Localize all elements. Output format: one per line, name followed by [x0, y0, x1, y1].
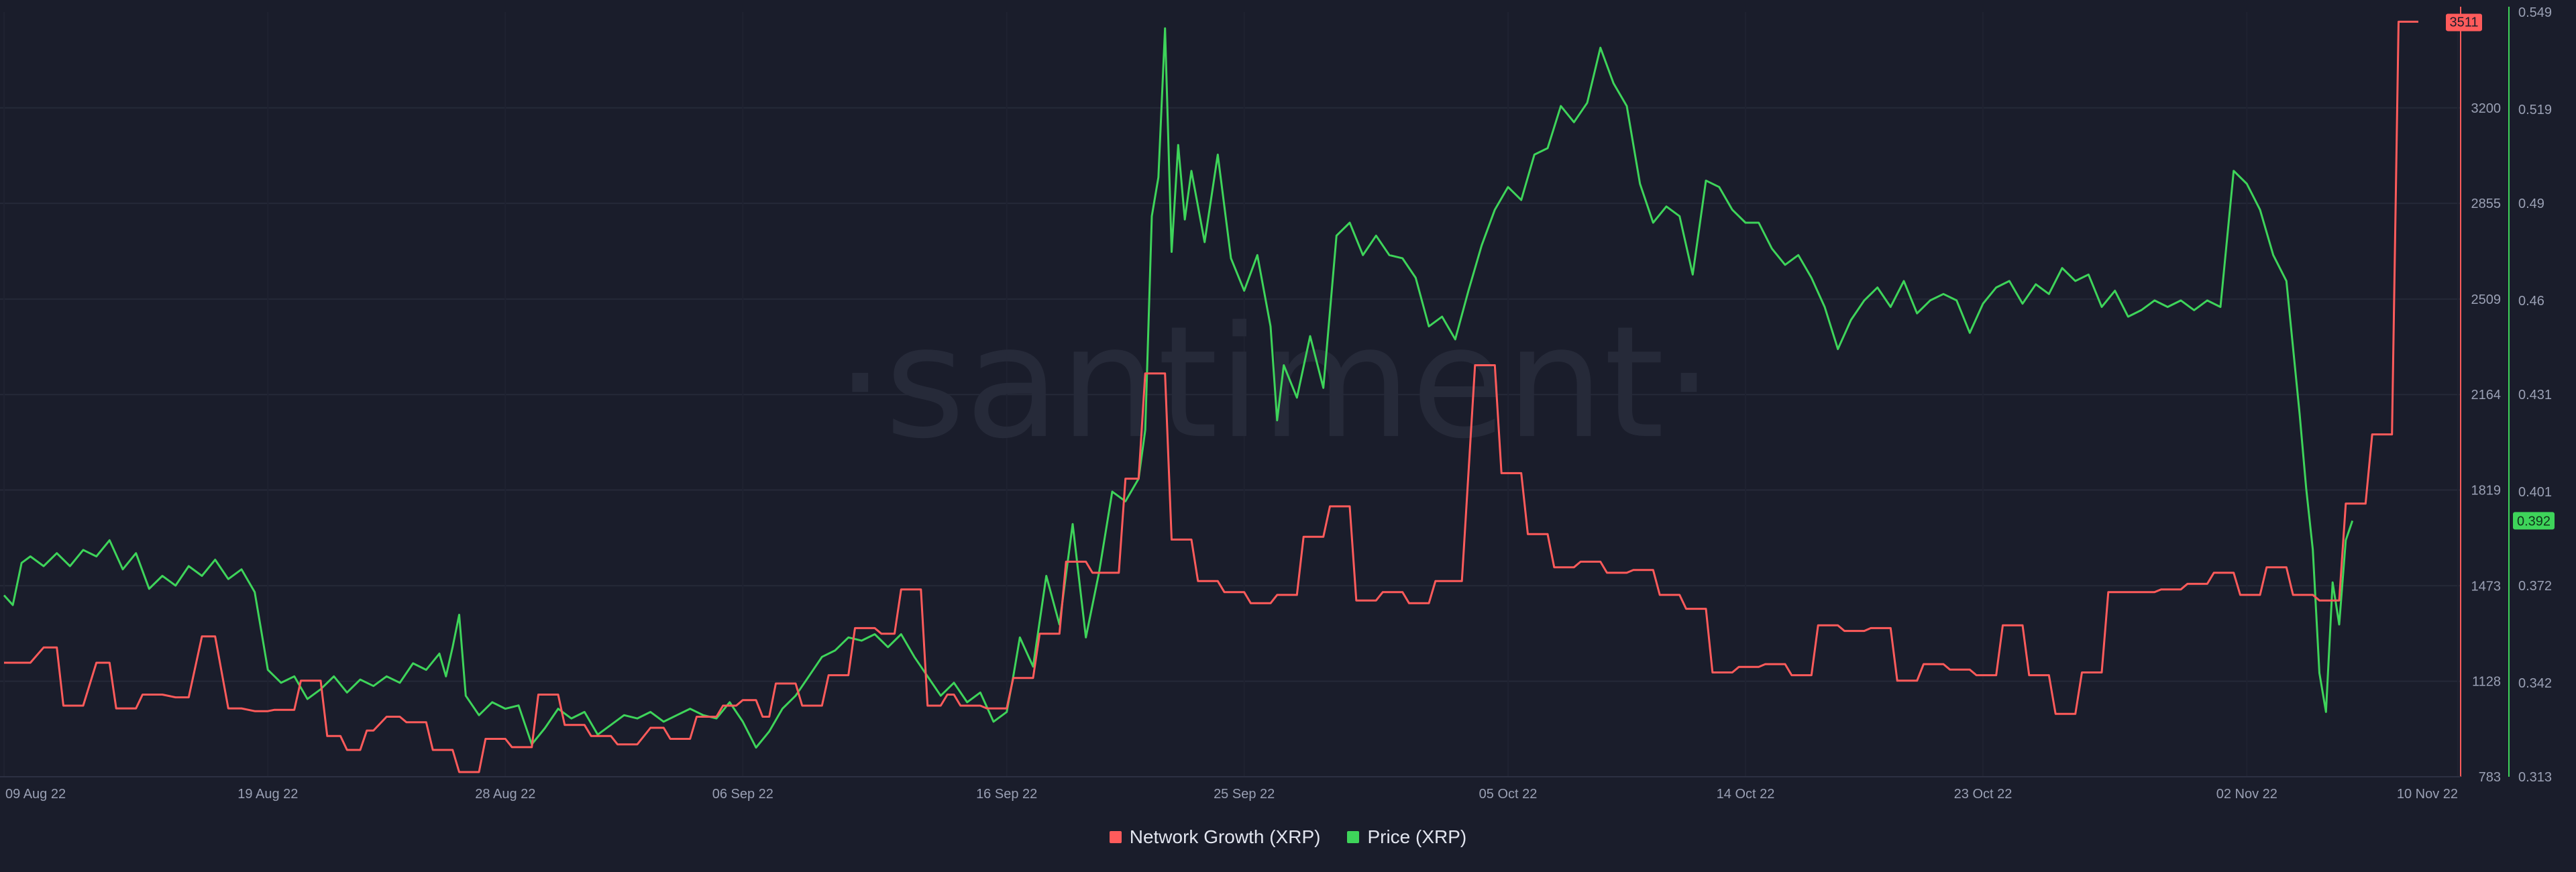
network-growth-current-value: 3511: [2449, 15, 2478, 30]
y-tick-network-growth: 1128: [2472, 675, 2501, 690]
series-line-network-growth: [4, 20, 2418, 773]
legend-swatch-price: [1347, 831, 1360, 843]
x-tick-label: 16 Sep 22: [976, 787, 1037, 802]
x-tick-label: 23 Oct 22: [1954, 787, 2012, 802]
x-tick-label: 05 Oct 22: [1479, 787, 1538, 802]
price-current-value: 0.392: [2517, 514, 2551, 529]
legend-swatch-network-growth: [1109, 831, 1122, 843]
chart-legend: Network Growth (XRP) Price (XRP): [0, 826, 2576, 848]
series-line-price: [3, 27, 2354, 749]
x-tick-label: 28 Aug 22: [475, 787, 535, 802]
y-tick-network-growth: 3200: [2471, 101, 2502, 116]
y-tick-network-growth: 1819: [2471, 484, 2502, 498]
y-tick-network-growth: 2509: [2471, 292, 2502, 307]
y-tick-price: 0.549: [2518, 5, 2552, 20]
y-tick-network-growth: 1473: [2471, 579, 2502, 594]
y-tick-network-growth: 2855: [2471, 197, 2502, 211]
grid-layer: [0, 12, 2461, 777]
y-tick-price: 0.49: [2518, 197, 2544, 211]
legend-item-price[interactable]: Price (XRP): [1347, 826, 1466, 848]
axis-layer: 783 1128 1473 1819 2164 2509 2855 3200 0.313 0.34…: [0, 5, 2555, 802]
x-tick-label: 02 Nov 22: [2216, 787, 2277, 802]
y-tick-price: 0.342: [2518, 676, 2552, 691]
x-tick-label: 10 Nov 22: [2397, 787, 2458, 802]
y-tick-price: 0.401: [2518, 485, 2552, 500]
legend-label-network-growth: Network Growth (XRP): [1129, 826, 1321, 847]
x-tick-label: 06 Sep 22: [712, 787, 773, 802]
y-tick-price: 0.431: [2518, 388, 2552, 402]
x-tick-label: 25 Sep 22: [1214, 787, 1275, 802]
y-tick-price: 0.519: [2518, 103, 2552, 117]
network-growth-current-badge: [2446, 13, 2482, 32]
x-tick-label: 19 Aug 22: [237, 787, 298, 802]
series-layer: [3, 20, 2418, 773]
legend-item-network-growth[interactable]: Network Growth (XRP): [1109, 826, 1321, 848]
legend-label-price: Price (XRP): [1367, 826, 1467, 847]
y-tick-network-growth: 2164: [2471, 388, 2502, 402]
x-tick-label: 09 Aug 22: [5, 787, 66, 802]
x-tick-label: 14 Oct 22: [1717, 787, 1775, 802]
y-tick-price: 0.46: [2518, 294, 2544, 309]
price-current-badge: [2513, 512, 2555, 530]
y-tick-network-growth: 783: [2479, 770, 2501, 785]
y-tick-price: 0.313: [2518, 770, 2552, 785]
y-tick-price: 0.372: [2518, 579, 2552, 594]
